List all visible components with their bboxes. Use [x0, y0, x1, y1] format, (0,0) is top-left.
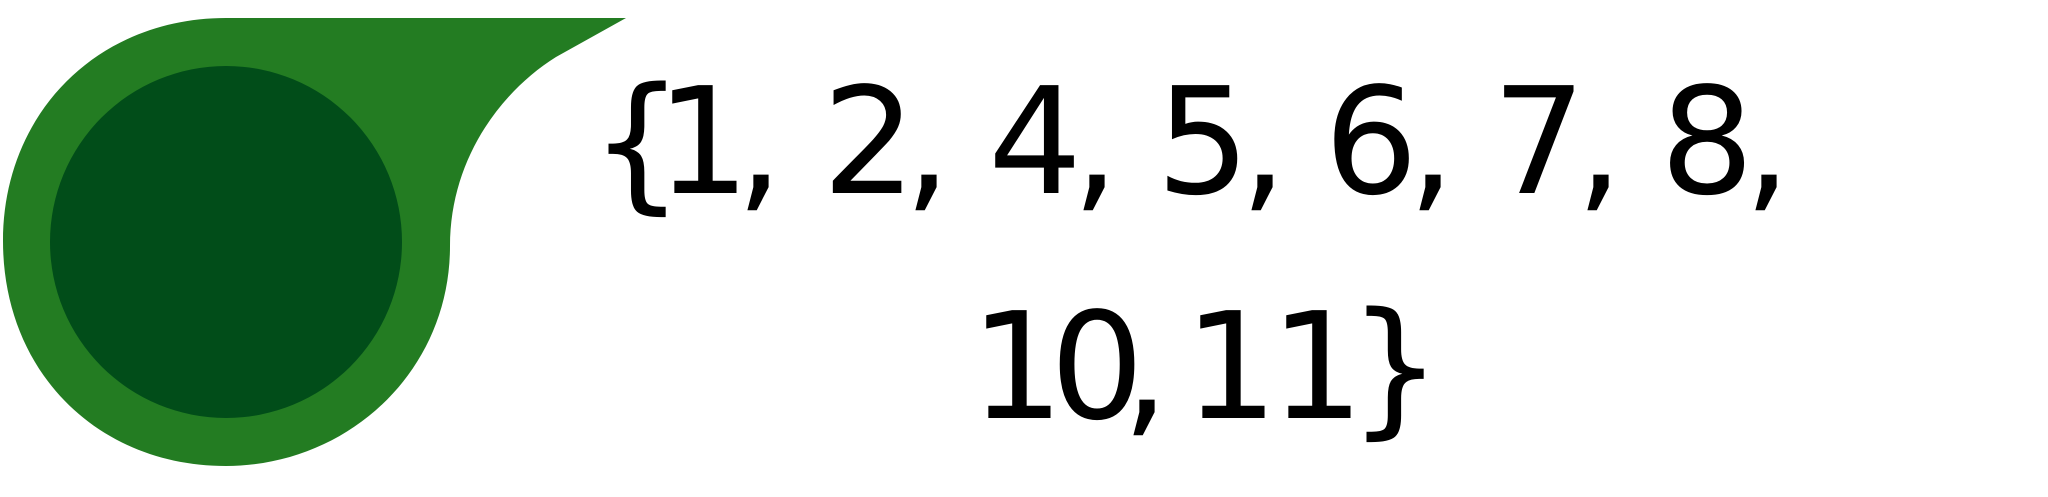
- set-element-11-digit-1: 1: [1184, 281, 1279, 453]
- set-element-5: 5: [1156, 56, 1251, 228]
- set-element-4: 4: [988, 56, 1083, 228]
- comma: ,: [1240, 56, 1288, 228]
- comma: ,: [904, 56, 952, 228]
- set-element-8: 8: [1660, 56, 1755, 228]
- inner-dark-circle: [50, 66, 402, 418]
- close-brace: }: [1348, 281, 1443, 453]
- set-element-10-digit-1: 1: [970, 281, 1065, 453]
- set-element-6: 6: [1324, 56, 1419, 228]
- comma: ,: [1744, 56, 1792, 228]
- comma: ,: [736, 56, 784, 228]
- comma: ,: [1408, 56, 1456, 228]
- open-brace: {: [590, 56, 685, 228]
- comma: ,: [1576, 56, 1624, 228]
- set-element-2: 2: [822, 56, 917, 228]
- set-element-1: 1: [656, 56, 751, 228]
- set-element-10-digit-0: 0: [1050, 281, 1145, 453]
- set-element-11-digit-1: 1: [1270, 281, 1365, 453]
- green-speech-bubble: [3, 18, 626, 466]
- comma: ,: [1072, 56, 1120, 228]
- comma: ,: [1122, 281, 1170, 453]
- set-element-7: 7: [1492, 56, 1587, 228]
